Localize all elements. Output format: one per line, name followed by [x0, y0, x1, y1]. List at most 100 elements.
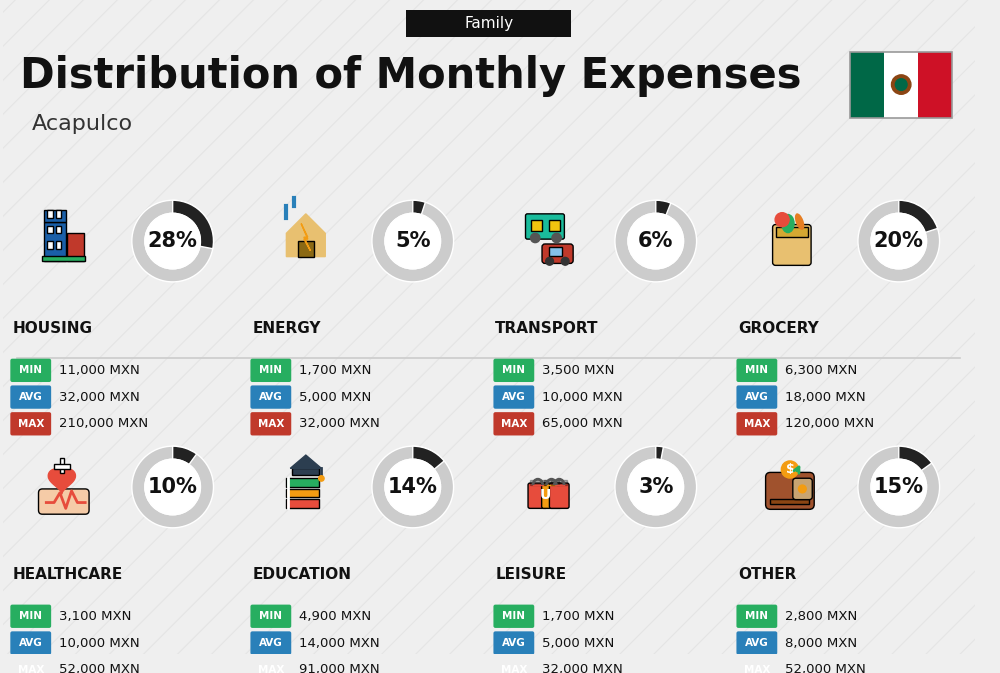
Text: HEALTHCARE: HEALTHCARE [12, 567, 123, 582]
Text: 15%: 15% [874, 477, 924, 497]
Ellipse shape [781, 214, 795, 234]
FancyBboxPatch shape [47, 241, 53, 249]
FancyBboxPatch shape [10, 359, 51, 382]
FancyBboxPatch shape [60, 458, 64, 473]
Text: 11,000 MXN: 11,000 MXN [59, 364, 140, 377]
Text: 3%: 3% [638, 477, 673, 497]
FancyBboxPatch shape [286, 478, 319, 487]
Text: MIN: MIN [745, 365, 768, 376]
Wedge shape [132, 446, 213, 528]
Text: 32,000 MXN: 32,000 MXN [542, 663, 623, 673]
Text: AVG: AVG [19, 392, 43, 402]
FancyBboxPatch shape [736, 658, 777, 673]
Circle shape [891, 75, 911, 94]
Wedge shape [858, 201, 940, 282]
Text: AVG: AVG [745, 638, 769, 648]
Text: 5%: 5% [395, 231, 431, 251]
FancyBboxPatch shape [298, 241, 314, 256]
Wedge shape [372, 201, 454, 282]
Text: MIN: MIN [19, 365, 42, 376]
Text: 20%: 20% [874, 231, 924, 251]
FancyBboxPatch shape [56, 210, 61, 218]
Text: AVG: AVG [259, 638, 283, 648]
FancyBboxPatch shape [10, 604, 51, 628]
FancyBboxPatch shape [531, 221, 542, 232]
FancyBboxPatch shape [10, 386, 51, 409]
FancyBboxPatch shape [493, 386, 534, 409]
FancyBboxPatch shape [44, 210, 66, 221]
FancyBboxPatch shape [530, 481, 546, 485]
FancyBboxPatch shape [286, 489, 319, 497]
FancyBboxPatch shape [42, 256, 85, 260]
Text: AVG: AVG [19, 638, 43, 648]
Circle shape [895, 79, 907, 90]
Circle shape [628, 213, 684, 269]
Text: 91,000 MXN: 91,000 MXN [299, 663, 380, 673]
Text: AVG: AVG [259, 392, 283, 402]
FancyBboxPatch shape [47, 225, 53, 234]
Polygon shape [48, 469, 75, 494]
FancyBboxPatch shape [10, 631, 51, 655]
FancyBboxPatch shape [549, 221, 560, 232]
Text: 8,000 MXN: 8,000 MXN [785, 637, 857, 649]
FancyBboxPatch shape [10, 412, 51, 435]
Text: ENERGY: ENERGY [252, 321, 321, 336]
FancyBboxPatch shape [493, 604, 534, 628]
FancyBboxPatch shape [884, 52, 918, 118]
Text: 65,000 MXN: 65,000 MXN [542, 417, 623, 430]
Wedge shape [413, 446, 444, 469]
FancyBboxPatch shape [47, 210, 53, 218]
Text: 28%: 28% [148, 231, 198, 251]
Wedge shape [173, 201, 213, 249]
Circle shape [871, 459, 927, 515]
Wedge shape [615, 201, 697, 282]
FancyBboxPatch shape [250, 631, 291, 655]
FancyBboxPatch shape [766, 472, 814, 509]
FancyBboxPatch shape [54, 464, 70, 469]
Text: AVG: AVG [745, 392, 769, 402]
Text: MAX: MAX [744, 665, 770, 673]
Wedge shape [132, 201, 213, 282]
Ellipse shape [795, 213, 804, 230]
Text: 1,700 MXN: 1,700 MXN [542, 610, 614, 623]
Text: EDUCATION: EDUCATION [252, 567, 351, 582]
Wedge shape [858, 446, 940, 528]
Wedge shape [899, 201, 938, 232]
Polygon shape [286, 214, 325, 256]
Text: MAX: MAX [258, 665, 284, 673]
Text: U: U [539, 488, 551, 502]
FancyBboxPatch shape [773, 225, 811, 265]
Text: 6,300 MXN: 6,300 MXN [785, 364, 857, 377]
Text: 3,100 MXN: 3,100 MXN [59, 610, 131, 623]
FancyBboxPatch shape [736, 359, 777, 382]
Text: 1,700 MXN: 1,700 MXN [299, 364, 371, 377]
Circle shape [775, 213, 789, 227]
FancyBboxPatch shape [250, 359, 291, 382]
Text: 32,000 MXN: 32,000 MXN [299, 417, 380, 430]
Text: MAX: MAX [258, 419, 284, 429]
Text: MAX: MAX [18, 419, 44, 429]
Text: 210,000 MXN: 210,000 MXN [59, 417, 148, 430]
FancyBboxPatch shape [526, 214, 564, 239]
FancyBboxPatch shape [736, 631, 777, 655]
Wedge shape [615, 446, 697, 528]
Text: MIN: MIN [745, 611, 768, 621]
FancyBboxPatch shape [850, 52, 884, 118]
Text: MIN: MIN [502, 611, 525, 621]
Text: MIN: MIN [259, 611, 282, 621]
FancyBboxPatch shape [39, 489, 89, 514]
Text: MIN: MIN [259, 365, 282, 376]
Circle shape [385, 213, 441, 269]
Text: 52,000 MXN: 52,000 MXN [59, 663, 140, 673]
Circle shape [561, 257, 569, 265]
Text: Acapulco: Acapulco [32, 114, 133, 135]
Text: 6%: 6% [638, 231, 673, 251]
Circle shape [145, 459, 200, 515]
Text: TRANSPORT: TRANSPORT [495, 321, 599, 336]
FancyBboxPatch shape [542, 244, 573, 263]
Wedge shape [413, 201, 425, 215]
Text: 32,000 MXN: 32,000 MXN [59, 390, 140, 404]
Text: 4,900 MXN: 4,900 MXN [299, 610, 371, 623]
Circle shape [385, 459, 441, 515]
FancyBboxPatch shape [542, 483, 561, 508]
